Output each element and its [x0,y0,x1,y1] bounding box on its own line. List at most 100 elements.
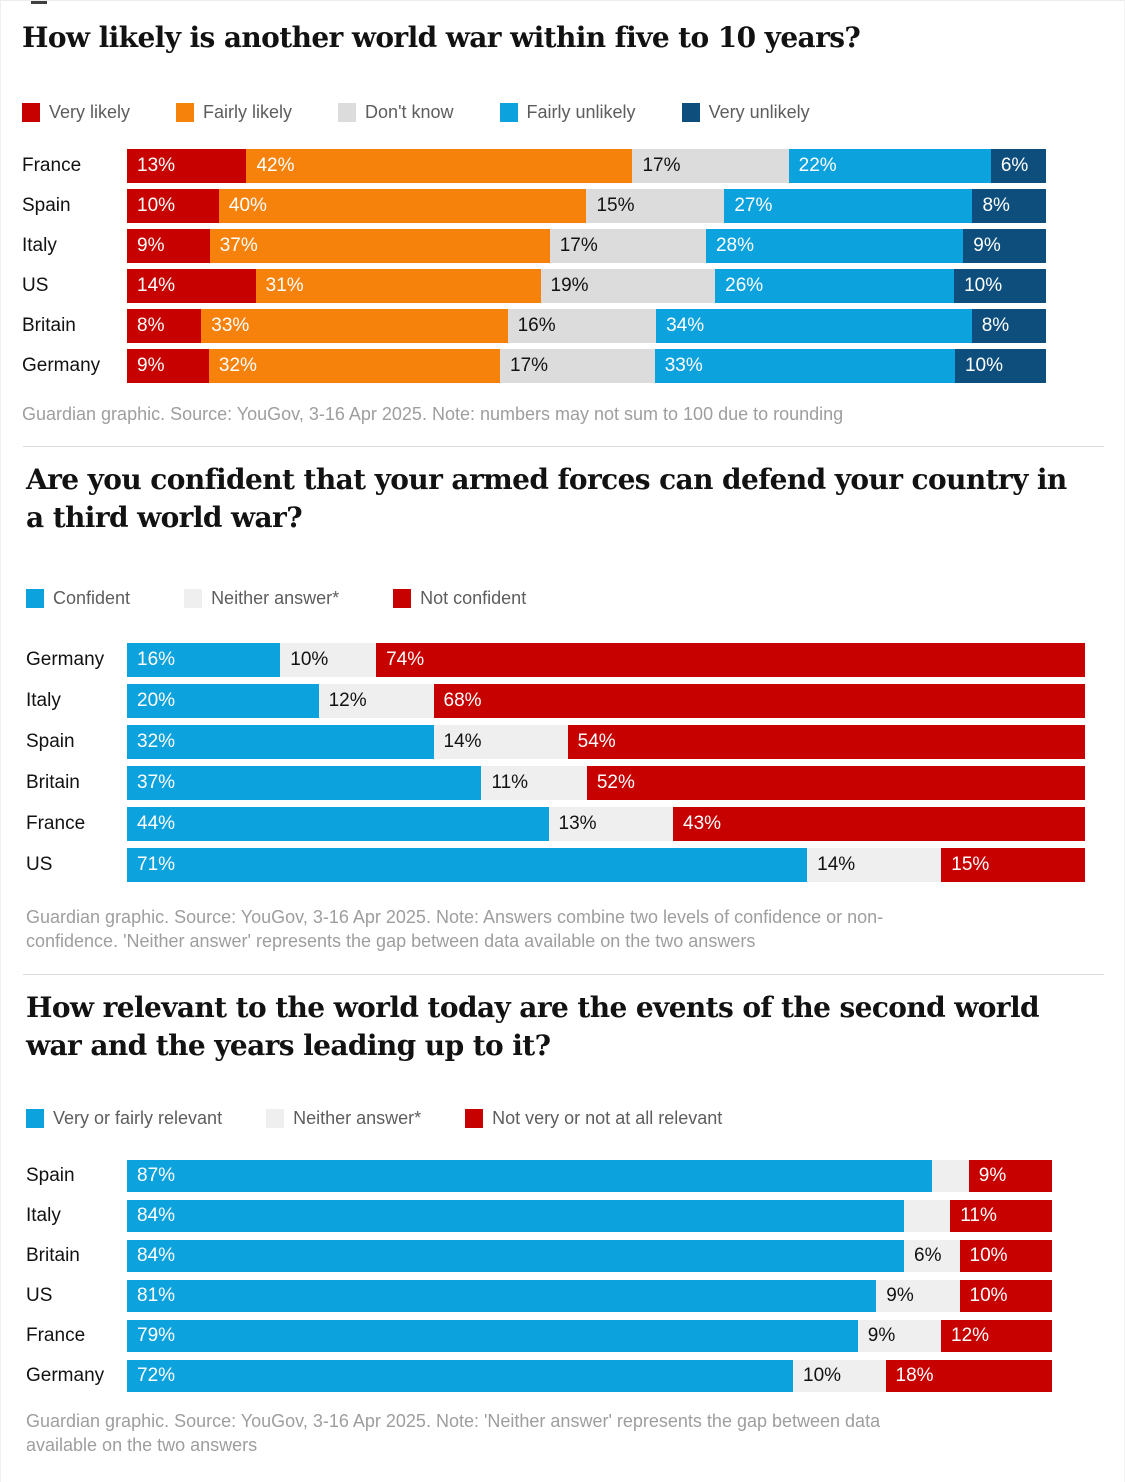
chart-title: How relevant to the world today are the … [26,990,1040,1063]
bar-segment: 72% [127,1359,793,1392]
legend: Confident Neither answer* Not confident [26,588,1124,609]
chart-section-armed-forces-confidence: Are you confident that your armed forces… [1,447,1124,954]
chart-section-ww2-relevance: How relevant to the world today are the … [1,975,1124,1458]
bar-segment: 11% [950,1199,1052,1232]
legend-swatch [184,588,203,608]
bar-segment: 33% [654,348,955,383]
legend-swatch [465,1108,484,1128]
bar-track: 20% 12% 68% [127,683,1085,718]
bar-segment: 15% [586,188,725,223]
bar-segment: 8% [971,308,1046,343]
legend-swatch [26,588,44,608]
bar-segment: 32% [208,348,501,383]
chart-title: How likely is another world war within f… [22,21,861,54]
bar-segment: 14% [127,268,256,303]
bar-row: Spain 87% 9% [26,1159,1124,1192]
bar-segment: 10% [954,268,1046,303]
bar-row: Britain 84% 6% 10% [26,1239,1124,1272]
bar-segment: 20% [127,683,319,718]
bar-row: France 44% 13% 43% [26,806,1124,841]
chart-title: Are you confident that your armed forces… [26,462,1067,535]
legend-label: Neither answer* [293,1107,422,1128]
bar-segment: 74% [376,642,1085,677]
bar-segment: 42% [246,148,633,183]
bar-track: 44% 13% 43% [127,806,1085,841]
bar-track: 8% 33% 16% 34% 8% [127,308,1046,343]
bar-segment: 68% [433,683,1085,718]
row-label: Britain [26,771,80,793]
legend-item: Not confident [393,588,526,609]
legend-item: Neither answer* [184,588,339,609]
row-label: France [26,1324,86,1346]
bar-row: France 79% 9% 12% [26,1319,1124,1352]
bar-row: France 13% 42% 17% 22% 6% [22,148,1124,183]
bar-track: 81% 9% 10% [127,1279,1052,1312]
bar-row: Italy 84% 11% [26,1199,1124,1232]
bar-row: Britain 37% 11% 52% [26,765,1124,800]
bar-segment: 9% [127,348,209,383]
bar-segment: 17% [549,228,706,263]
bar-row: Italy 9% 37% 17% 28% 9% [22,228,1124,263]
bar-segment: 54% [567,724,1085,759]
legend-item: Very or fairly relevant [26,1108,222,1129]
bar-segment: 16% [507,308,657,343]
legend-label: Confident [53,587,131,608]
legend-swatch [26,1108,44,1128]
bar-track: 79% 9% 12% [127,1319,1052,1352]
bar-chart: Spain 87% 9% Italy 84% 11% Britain 84% 6% 10% US 81… [26,1159,1124,1392]
bar-row: Germany 9% 32% 17% 33% 10% [22,348,1124,383]
bar-track: 84% 6% 10% [127,1239,1052,1272]
bar-segment: 15% [941,847,1085,882]
bar-segment: 9% [857,1319,941,1352]
legend-label: Not very or not at all relevant [492,1107,723,1128]
bar-row: US 71% 14% 15% [26,847,1124,882]
bar-segment: 12% [318,683,434,718]
bar-segment: 16% [127,642,281,677]
bar-segment: 71% [127,847,808,882]
row-label: Spain [22,194,71,216]
legend-label: Very unlikely [708,101,810,122]
bar-segment: 44% [127,806,549,841]
bar-segment: 26% [715,268,955,303]
section-divider [23,445,1104,447]
row-label: France [26,812,86,834]
bar-track: 71% 14% 15% [127,847,1085,882]
bar-row: Germany 72% 10% 18% [26,1359,1124,1392]
section-divider [23,973,1104,975]
bar-segment: 8% [127,308,202,343]
bar-segment: 9% [968,1159,1052,1192]
legend-item: Very likely [22,102,130,123]
bar-row: Germany 16% 10% 74% [26,642,1124,677]
bar-track: 9% 32% 17% 33% 10% [127,348,1046,383]
bar-track: 37% 11% 52% [127,765,1085,800]
bar-row: Italy 20% 12% 68% [26,683,1124,718]
legend-label: Fairly unlikely [526,101,636,122]
bar-segment: 81% [127,1279,877,1312]
source-note: Guardian graphic. Source: YouGov, 3-16 A… [26,906,884,951]
row-label: Spain [26,1164,75,1186]
bar-segment: 79% [127,1319,858,1352]
bar-segment: 10% [793,1359,886,1392]
top-edge-artifact [31,1,47,4]
row-label: Germany [22,354,101,376]
bar-chart: France 13% 42% 17% 22% 6% Spain 10% 40% 15% 27% 8% I… [22,148,1124,383]
legend-swatch [22,102,40,122]
bar-row: Britain 8% 33% 16% 34% 8% [22,308,1124,343]
bar-row: Spain 10% 40% 15% 27% 8% [22,188,1124,223]
row-label: US [26,853,53,875]
bar-segment: 40% [218,188,587,223]
bar-segment: 32% [127,724,434,759]
legend-label: Not confident [420,587,527,608]
bar-segment: 10% [127,188,219,223]
bar-segment: 10% [959,1239,1052,1272]
legend-swatch [681,102,700,122]
bar-segment: 10% [954,348,1046,383]
row-label: Italy [22,234,57,256]
row-label: Germany [26,648,105,670]
bar-track: 72% 10% 18% [127,1359,1052,1392]
bar-row: Spain 32% 14% 54% [26,724,1124,759]
bar-row: US 14% 31% 19% 26% 10% [22,268,1124,303]
bar-segment: 14% [433,724,568,759]
legend-item: Not very or not at all relevant [465,1108,722,1129]
